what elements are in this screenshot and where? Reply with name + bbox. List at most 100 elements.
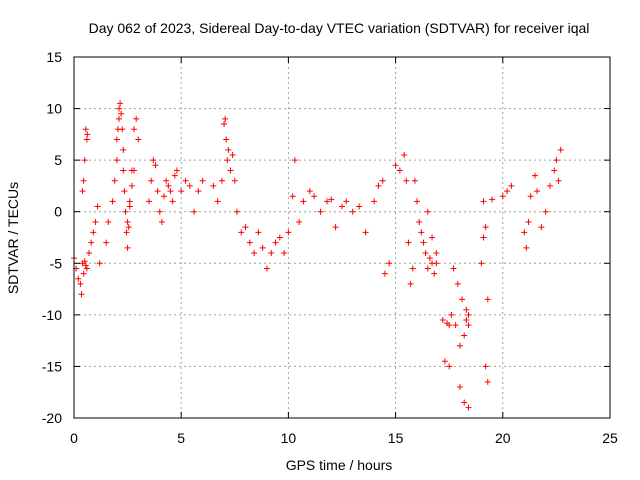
data-point — [392, 162, 399, 169]
data-point — [463, 306, 470, 313]
data-point — [238, 229, 245, 236]
data-point — [111, 177, 118, 184]
data-point — [504, 188, 511, 195]
data-point — [186, 182, 193, 189]
data-point — [210, 182, 217, 189]
data-point — [452, 322, 459, 329]
data-point — [154, 188, 161, 195]
data-point — [296, 219, 303, 226]
y-tick-label: -10 — [42, 307, 62, 323]
data-point — [461, 399, 468, 406]
data-point — [332, 224, 339, 231]
data-point — [450, 265, 457, 272]
data-point — [251, 249, 258, 256]
data-point — [182, 177, 189, 184]
data-point — [169, 198, 176, 205]
data-point — [121, 188, 128, 195]
data-point — [306, 188, 313, 195]
plot-frame — [73, 56, 611, 419]
data-point — [233, 208, 240, 215]
data-point — [289, 193, 296, 200]
data-point — [214, 198, 221, 205]
data-point — [416, 219, 423, 226]
data-point — [433, 249, 440, 256]
data-point — [386, 260, 393, 267]
data-point — [231, 177, 238, 184]
data-point — [83, 265, 90, 272]
data-point — [90, 229, 97, 236]
data-point — [317, 208, 324, 215]
data-point — [480, 234, 487, 241]
data-point — [523, 244, 530, 251]
data-point — [484, 296, 491, 303]
chart-title: Day 062 of 2023, Sidereal Day-to-day VTE… — [89, 20, 590, 36]
data-point — [339, 203, 345, 210]
data-point — [489, 196, 496, 203]
data-point — [527, 193, 534, 200]
data-point — [171, 172, 178, 179]
data-point — [414, 198, 421, 205]
data-point — [411, 177, 418, 184]
data-point — [441, 358, 448, 365]
data-point — [465, 322, 472, 329]
data-point — [499, 193, 506, 200]
data-point — [118, 110, 125, 117]
data-point — [538, 224, 545, 231]
y-tick-label: 15 — [46, 49, 62, 65]
data-point — [343, 198, 350, 205]
data-point — [116, 115, 123, 122]
data-point — [120, 146, 127, 153]
data-point — [124, 219, 131, 226]
data-point — [163, 177, 170, 184]
data-point — [92, 219, 99, 226]
x-tick-label: 5 — [177, 430, 185, 446]
y-tick-label: -5 — [50, 255, 63, 271]
data-point — [349, 208, 356, 215]
data-point — [225, 146, 232, 153]
data-point — [465, 311, 472, 318]
data-point — [146, 198, 153, 205]
data-point — [96, 260, 103, 267]
data-point — [173, 167, 180, 174]
data-point — [156, 208, 163, 215]
data-point — [300, 198, 307, 205]
data-point — [221, 121, 228, 128]
data-point — [131, 167, 138, 174]
y-tick-labels: -20 -15 -10 -5 0 5 10 15 — [42, 49, 62, 426]
data-point — [521, 229, 528, 236]
axis-ticks — [73, 56, 611, 419]
data-point — [223, 136, 230, 143]
data-point — [75, 275, 82, 282]
data-point — [426, 255, 433, 262]
data-point — [418, 229, 425, 236]
data-point — [229, 151, 236, 158]
data-point — [126, 203, 133, 210]
data-point — [195, 188, 202, 195]
data-point — [255, 229, 262, 236]
data-point — [116, 105, 123, 112]
data-point — [81, 157, 88, 164]
data-point — [448, 311, 455, 318]
data-point — [81, 258, 88, 265]
data-point — [375, 182, 382, 189]
y-tick-label: -20 — [42, 410, 62, 426]
data-point — [117, 100, 124, 107]
data-point — [456, 384, 463, 391]
data-point — [199, 177, 206, 184]
data-point — [422, 249, 429, 256]
data-point — [371, 198, 378, 205]
data-point — [161, 193, 168, 200]
data-point — [131, 126, 138, 133]
data-point — [119, 126, 126, 133]
data-point — [94, 203, 101, 210]
data-point — [465, 404, 472, 411]
data-point — [362, 229, 369, 236]
grid — [74, 57, 610, 418]
data-point — [124, 244, 131, 251]
data-point — [218, 177, 225, 184]
data-point — [86, 249, 93, 256]
data-point — [396, 167, 403, 174]
data-point — [268, 249, 275, 256]
data-point — [109, 198, 116, 205]
